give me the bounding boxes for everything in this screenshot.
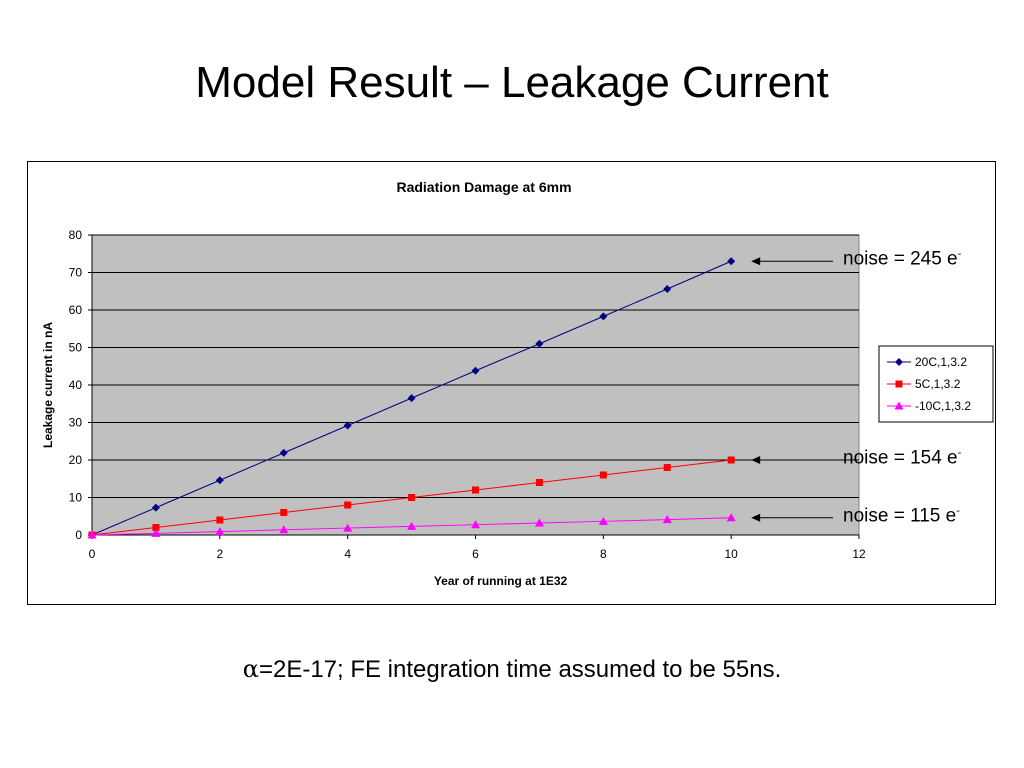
annotation-arrow-head [751,513,761,522]
footer-note: α=2E-17; FE integration time assumed to … [0,655,1024,684]
y-tick-label: 50 [69,341,83,355]
data-point-2 [726,513,736,522]
noise-annotation-sup: - [956,504,960,517]
chart-title: Radiation Damage at 6mm [396,179,571,195]
x-axis-label: Year of running at 1E32 [434,574,568,588]
y-axis-label: Leakage current in nA [41,322,55,448]
data-point-1 [663,464,671,471]
data-point-0 [215,476,224,485]
data-point-0 [663,285,672,293]
data-point-0 [151,503,160,512]
data-point-1 [727,456,735,464]
y-tick-label: 20 [69,453,83,467]
noise-annotation-245: noise = 245 e- [843,248,961,270]
data-point-1 [535,479,543,486]
y-tick-label: 10 [69,491,83,505]
noise-annotation-154: noise = 154 e- [843,447,961,469]
data-point-0 [599,312,608,321]
legend-marker [895,380,903,388]
y-tick-label: 70 [69,266,83,280]
data-point-0 [535,339,544,348]
legend-label: 20C,1,3.2 [915,355,967,369]
data-point-1 [216,516,224,524]
data-point-0 [471,366,480,375]
data-point-2 [534,518,544,527]
legend-label: 5C,1,3.2 [915,377,961,391]
data-point-1 [408,494,416,501]
data-point-2 [662,515,672,524]
y-tick-label: 30 [69,416,83,430]
data-point-1 [152,524,160,531]
noise-annotation-sup: - [957,447,962,459]
chart-svg: Radiation Damage at 6mm01020304050607080… [41,179,994,588]
data-point-1 [280,509,288,516]
x-tick-label: 0 [89,547,96,561]
data-point-0 [343,421,352,430]
data-point-2 [598,516,608,525]
footer-text: =2E-17; FE integration time assumed to b… [258,656,782,683]
data-point-2 [279,525,289,534]
y-tick-label: 40 [69,378,83,392]
noise-annotation-label: noise = 115 e [843,505,957,527]
annotation-arrow-head [751,456,761,464]
data-point-2 [215,527,225,536]
noise-annotation-label: noise = 154 e [843,447,958,469]
alpha-symbol: α [242,655,259,683]
legend-marker [894,401,904,410]
x-tick-label: 4 [344,547,351,561]
x-tick-label: 12 [852,547,866,561]
data-point-2 [343,523,353,532]
noise-annotation-115: noise = 115 e- [843,505,960,527]
data-point-2 [471,520,480,529]
data-point-0 [727,257,736,266]
data-point-1 [344,501,352,509]
x-tick-label: 10 [724,547,738,561]
chart-frame: Radiation Damage at 6mm 0 10 20 30 40 50 60 70 80… [27,161,996,605]
legend-label: -10C,1,3.2 [915,399,971,413]
data-point-2 [151,528,161,537]
noise-annotation-label: noise = 245 e [843,248,958,270]
x-tick-label: 2 [216,547,223,561]
y-tick-label: 0 [75,528,82,542]
annotation-arrow-head [751,257,761,266]
noise-annotation-sup: - [957,248,962,261]
data-point-1 [599,471,607,479]
slide-title: Model Result – Leakage Current [195,58,829,107]
data-point-2 [407,521,417,530]
data-point-1 [472,486,479,494]
data-point-2 [87,530,97,539]
data-point-0 [407,394,416,403]
y-tick-label: 80 [69,228,83,242]
x-tick-label: 8 [600,547,607,561]
x-tick-label: 6 [472,547,479,561]
data-point-0 [279,448,288,457]
legend-marker [895,358,903,366]
y-tick-label: 60 [69,303,83,317]
